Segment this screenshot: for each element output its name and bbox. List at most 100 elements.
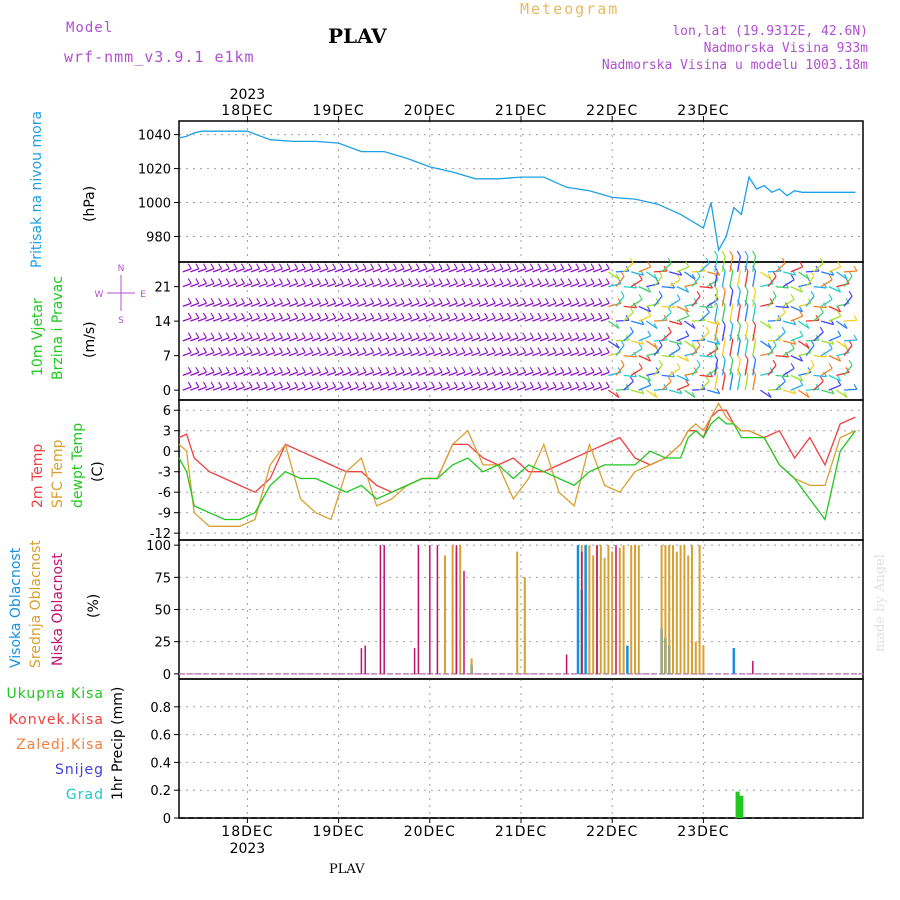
wind-barb [714, 374, 719, 391]
wind-barb-flag [785, 351, 790, 358]
wind-barb-flag [772, 340, 777, 346]
wind-barb [736, 339, 741, 356]
wind-barb [554, 268, 564, 273]
high-cloud-bar [732, 648, 736, 674]
wind-barb-flag [233, 381, 238, 388]
wind-barb [691, 295, 701, 307]
wind-barb [653, 345, 663, 357]
wind-barb [319, 302, 329, 307]
wind-barb [281, 371, 291, 376]
wind-barb-flag [790, 274, 795, 280]
wind-barb [562, 268, 572, 273]
wind-barb-flag [819, 326, 824, 333]
wind-barb [721, 290, 726, 307]
wind-barb [182, 282, 192, 288]
wind-barb [364, 386, 374, 391]
wind-barb [752, 374, 757, 391]
wind-barb-flag [790, 363, 795, 369]
wind-barb-flag [598, 381, 603, 388]
wind-barb-flag [552, 312, 557, 319]
wind-barb [364, 268, 374, 273]
wind-barb-flag [843, 392, 848, 398]
wind-barb-flag [461, 297, 466, 304]
wind-barb-flag [484, 332, 489, 339]
wind-barb [326, 317, 336, 322]
wind-barb [212, 302, 222, 307]
wind-barb [311, 351, 321, 357]
wind-barb-flag [484, 366, 489, 373]
wind-barb [608, 271, 620, 280]
wind-barb-flag [278, 297, 283, 304]
wind-barb [805, 364, 815, 376]
wind-barb-flag [537, 366, 542, 373]
mid-cloud-bar [470, 658, 473, 674]
wind-barb [380, 302, 390, 307]
wind-barb [760, 320, 772, 330]
wind-barb [752, 290, 757, 307]
wind-barb [714, 359, 719, 376]
wind-barb [440, 371, 450, 376]
wind-barb [744, 290, 749, 307]
wind-barb [782, 367, 795, 376]
wind-barb-flag [590, 332, 595, 339]
wind-barb [782, 279, 795, 288]
wind-barb [836, 340, 848, 349]
wind-barb-flag [685, 379, 690, 386]
wind-barb [296, 268, 306, 273]
wind-barb [736, 359, 741, 376]
total-precip-bar [735, 791, 740, 818]
wind-barb [706, 279, 719, 288]
wind-barb-flag [430, 278, 435, 284]
wind-barb [212, 351, 222, 357]
wind-barb [736, 290, 741, 307]
wind-barb [646, 389, 658, 399]
wind-barb-flag [605, 366, 610, 373]
wind-barb [661, 285, 675, 289]
wind-barb-flag [696, 359, 701, 366]
wind-barb [721, 255, 726, 272]
wind-barb-flag [278, 278, 283, 284]
wind-barb [357, 282, 367, 288]
wind-barb-flag [629, 326, 634, 333]
wind-barb-flag [767, 273, 772, 280]
wind-barb-flag [499, 381, 504, 388]
wind-barb [615, 319, 630, 322]
wind-barb-flag [598, 278, 603, 284]
wind-barb-flag [514, 263, 519, 270]
wind-barb [501, 386, 511, 391]
wind-barb [821, 340, 834, 345]
wind-barb-flag [430, 381, 435, 388]
wind-barb-flag [476, 347, 481, 353]
wind-barb-flag [400, 347, 405, 353]
wind-barb-flag [837, 310, 842, 317]
wind-barb [828, 315, 842, 322]
wind-barb [585, 386, 595, 391]
wind-barb-flag [392, 366, 397, 373]
wind-barb-flag [377, 278, 382, 284]
wind-barb [843, 364, 853, 376]
mid-cloud-bar [444, 555, 446, 674]
wind-barb [357, 386, 367, 391]
wind-barb-flag [446, 278, 451, 284]
wind-barb [699, 354, 713, 358]
wind-barb [304, 302, 314, 307]
wind-barb-flag [294, 332, 299, 339]
wind-barb [471, 337, 481, 342]
wind-barb-flag [362, 263, 367, 270]
wind-barb [736, 324, 741, 341]
wind-barb-flag [218, 278, 223, 284]
wind-barb [744, 339, 749, 356]
wind-barb [721, 305, 726, 322]
wind-barb [699, 262, 710, 273]
wind-barb [547, 371, 557, 376]
wind-barb-flag [316, 297, 321, 304]
wind-barb-flag [823, 371, 828, 377]
wind-barb-flag [629, 376, 634, 382]
wind-barb-flag [316, 278, 321, 284]
wind-barb [585, 371, 595, 376]
wind-barb-flag [638, 343, 643, 349]
wind-barb [501, 317, 511, 322]
y-tick-label: 0 [163, 384, 171, 399]
wind-barb [676, 315, 690, 322]
wind-barb [197, 386, 207, 391]
